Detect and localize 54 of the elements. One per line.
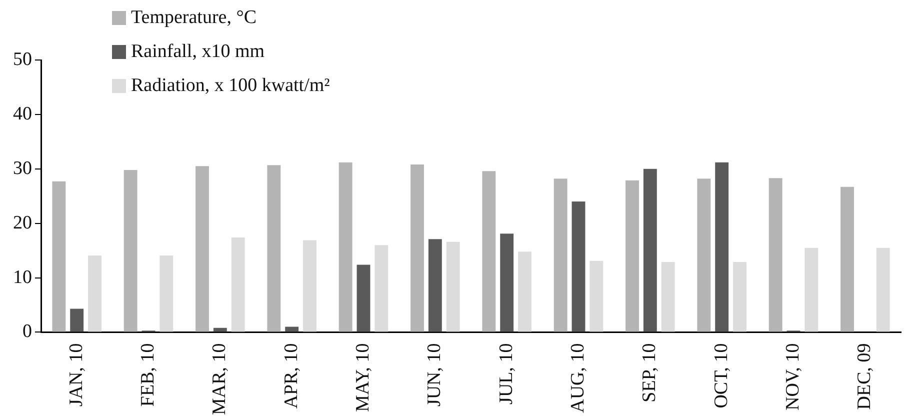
bar (715, 162, 729, 332)
bar (124, 170, 138, 332)
bar (572, 202, 586, 332)
bar (52, 181, 66, 332)
bar (804, 248, 818, 332)
bar (196, 166, 209, 332)
x-tick-label: MAY, 10 (352, 343, 374, 412)
y-tick-label: 10 (13, 266, 32, 288)
legend-label: Radiation, x 100 kwatt/m² (131, 74, 330, 96)
x-tick-label: JAN, 10 (66, 343, 87, 407)
bar (231, 237, 245, 332)
y-tick-label: 20 (13, 212, 32, 234)
bar (338, 162, 352, 332)
bar (410, 164, 424, 332)
x-tick-label: MAR, 10 (209, 343, 230, 416)
bar (733, 262, 746, 332)
x-tick-label: SEP, 10 (639, 343, 660, 402)
bar (428, 239, 442, 332)
x-tick-label: OCT, 10 (710, 343, 732, 408)
legend-label: Rainfall, x10 mm (131, 40, 265, 62)
x-tick-label: AUG, 10 (567, 343, 588, 413)
bar (590, 260, 604, 332)
bar (661, 262, 675, 332)
bar (518, 252, 532, 332)
legend-label: Temperature, °C (131, 6, 256, 28)
bar (267, 165, 281, 332)
bar (482, 171, 496, 332)
y-tick-label: 40 (13, 103, 32, 124)
bar (70, 308, 84, 332)
y-tick-label: 0 (22, 321, 32, 342)
bar (626, 180, 639, 332)
bar (840, 186, 854, 332)
bar (643, 168, 657, 332)
bar (160, 255, 174, 332)
bar (768, 178, 782, 332)
bar (285, 326, 299, 332)
x-tick-label: NOV, 10 (782, 343, 804, 410)
x-tick-label: JUN, 10 (424, 343, 446, 407)
bar (500, 234, 514, 332)
bar (876, 248, 890, 332)
bar (374, 245, 388, 332)
bar (303, 240, 316, 332)
x-tick-label: FEB, 10 (137, 343, 158, 407)
x-tick-label: JUL, 10 (496, 343, 517, 404)
bar (88, 255, 102, 332)
y-tick-label: 50 (13, 48, 32, 70)
x-tick-label: DEC, 09 (854, 343, 876, 410)
bar (213, 328, 227, 332)
bar (554, 178, 568, 332)
bar (697, 178, 711, 332)
bar (356, 264, 370, 332)
bar (446, 242, 460, 332)
y-tick-label: 30 (13, 158, 32, 179)
x-tick-label: APR, 10 (280, 343, 302, 409)
